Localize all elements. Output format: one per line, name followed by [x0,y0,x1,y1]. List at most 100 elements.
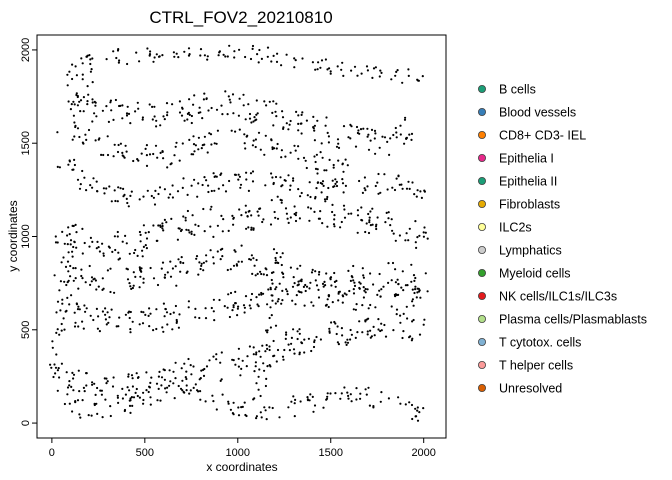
cell-point [275,147,278,150]
cell-point [209,133,213,136]
cell-point [259,270,262,273]
cell-point [192,386,195,389]
cell-point [299,400,302,403]
cell-point [307,206,310,209]
cell-point [366,333,369,336]
cell-point [356,331,359,334]
cell-point [157,192,160,196]
cell-point [275,102,278,105]
cell-point [142,277,145,280]
cell-point [295,110,298,113]
cell-point [403,118,407,121]
cell-point [270,278,273,282]
cell-point [117,251,120,254]
x-axis-label: x coordinates [206,460,277,474]
cell-point [337,343,340,346]
cell-point [73,163,76,167]
cell-point [62,317,65,320]
cell-point [332,223,336,226]
cell-point [54,235,57,238]
cell-point [61,298,64,301]
cell-point [366,127,369,130]
cell-point [229,291,233,295]
cell-point [285,333,288,336]
cell-point [85,189,88,192]
cell-point [252,228,255,231]
cell-point [389,137,392,140]
cell-point [53,363,56,366]
cell-point [99,389,102,392]
cell-point [63,242,66,245]
cell-point [309,281,312,284]
cell-point [87,414,90,417]
chart-title: CTRL_FOV2_20210810 [149,8,332,27]
cell-point [257,131,261,134]
cell-point [60,329,63,332]
cell-point [321,156,324,159]
cell-point [49,363,52,366]
cell-point [221,113,224,116]
cell-point [271,294,274,297]
cell-point [395,131,398,134]
cell-point [63,402,66,406]
cell-point [358,179,361,183]
cell-point [190,232,193,236]
legend-label-6: ILC2s [499,221,532,235]
cell-point [293,66,296,69]
cell-point [192,143,196,146]
cell-point [194,223,197,226]
cell-point [186,209,189,213]
cell-point [271,146,274,149]
cell-point [293,57,296,60]
cell-point [119,187,122,190]
cell-point [95,247,98,250]
cell-point [353,284,357,287]
cell-point [185,384,188,387]
cell-point [145,144,148,147]
cell-point [374,132,377,135]
cell-point [391,186,394,189]
cell-point [358,320,361,323]
cell-point [242,304,246,307]
cell-point [141,249,144,252]
cell-point [405,305,408,308]
cell-point [257,305,260,308]
cell-point [95,402,98,405]
cell-point [244,118,247,121]
cell-point [192,103,195,106]
cell-point [339,397,342,400]
cell-point [412,304,415,307]
legend-label-4: Epithelia II [499,175,557,189]
cell-point [370,335,373,338]
cell-point [308,287,311,290]
cell-point [253,264,256,267]
cell-point [142,281,145,284]
cell-point [91,81,94,84]
cell-point [173,55,176,58]
cell-point [82,110,85,113]
cell-point [314,68,317,71]
cell-point [276,348,280,352]
cell-point [228,315,231,319]
cell-point [219,379,222,382]
cell-point [192,135,195,138]
cell-point [366,69,369,72]
cell-point [181,389,184,392]
cell-point [335,184,339,188]
cell-point [343,216,347,219]
cell-point [221,230,224,233]
cell-point [212,355,215,358]
cell-point [274,216,277,219]
cell-point [113,235,116,238]
cell-point [108,185,111,188]
cell-point [426,237,429,240]
cell-point [376,293,379,296]
cell-point [81,399,84,402]
cell-point [274,261,277,264]
cell-point [68,402,71,405]
cell-point [171,328,174,331]
cell-point [359,397,362,400]
cell-point [206,58,209,61]
cell-point [166,386,169,389]
cell-point [212,235,215,238]
